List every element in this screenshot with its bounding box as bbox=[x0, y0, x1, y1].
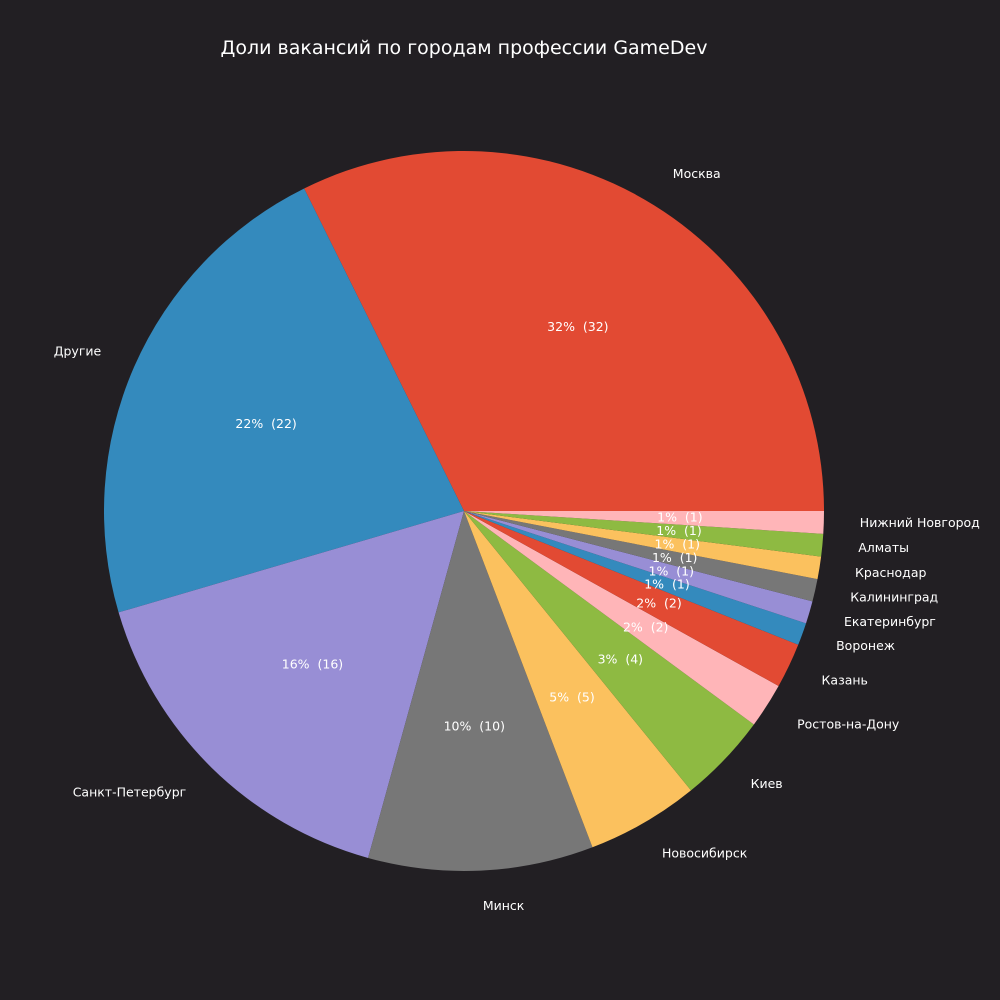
slice-label: Москва bbox=[673, 166, 721, 181]
pie-slice bbox=[103, 188, 464, 613]
pie-slice bbox=[464, 511, 779, 725]
percent-label: 32% (32) bbox=[547, 319, 608, 334]
percent-label: 1% (1) bbox=[656, 523, 701, 538]
percent-label: 5% (5) bbox=[549, 690, 594, 705]
slice-label: Новосибирск bbox=[662, 845, 748, 860]
pie-slice bbox=[368, 511, 593, 871]
slice-label: Киев bbox=[751, 776, 783, 791]
pie-slice bbox=[118, 511, 465, 858]
slice-label: Краснодар bbox=[855, 565, 926, 580]
pie-slice bbox=[464, 511, 824, 534]
slice-label: Санкт-Петербург bbox=[73, 785, 187, 800]
pie-slice bbox=[304, 150, 825, 511]
slice-label: Калининград bbox=[850, 590, 938, 605]
percent-label: 3% (4) bbox=[598, 652, 643, 667]
slice-label: Нижний Новгород bbox=[860, 515, 980, 530]
slice-labels: Москва Другие Санкт-Петербург Минск Новосиби… bbox=[54, 166, 980, 913]
percent-label: 1% (1) bbox=[655, 537, 700, 552]
pie-slice bbox=[464, 511, 822, 580]
percent-label: 16% (16) bbox=[282, 656, 343, 671]
pie-slice bbox=[464, 511, 691, 848]
percent-labels: 32% (32) 22% (22) 16% (16) 10% (10) 5% (5) 3%… bbox=[235, 319, 702, 733]
slice-label: Екатеринбург bbox=[844, 614, 936, 629]
percent-label: 22% (22) bbox=[235, 416, 296, 431]
percent-label: 2% (2) bbox=[623, 619, 668, 634]
percent-label: 2% (2) bbox=[636, 595, 681, 610]
percent-label: 1% (1) bbox=[644, 576, 689, 591]
chart-title: Доли вакансий по городам профессии GameD… bbox=[221, 37, 708, 59]
pie-slice bbox=[464, 511, 754, 791]
pie-slice bbox=[464, 511, 813, 624]
pie-slice bbox=[464, 511, 807, 645]
percent-label: 1% (1) bbox=[657, 509, 702, 524]
slice-label: Воронеж bbox=[836, 638, 895, 653]
slice-label: Алматы bbox=[858, 540, 909, 555]
slice-label: Минск bbox=[483, 898, 525, 913]
slice-label: Ростов-на-Дону bbox=[797, 717, 900, 732]
slice-label: Другие bbox=[54, 344, 102, 359]
pie-slice bbox=[464, 511, 799, 687]
percent-label: 1% (1) bbox=[652, 550, 697, 565]
slice-label: Казань bbox=[822, 673, 868, 688]
pie-slices bbox=[103, 150, 825, 871]
pie-slice bbox=[464, 511, 818, 602]
percent-label: 10% (10) bbox=[444, 718, 505, 733]
percent-label: 1% (1) bbox=[649, 563, 694, 578]
pie-slice bbox=[464, 511, 824, 557]
